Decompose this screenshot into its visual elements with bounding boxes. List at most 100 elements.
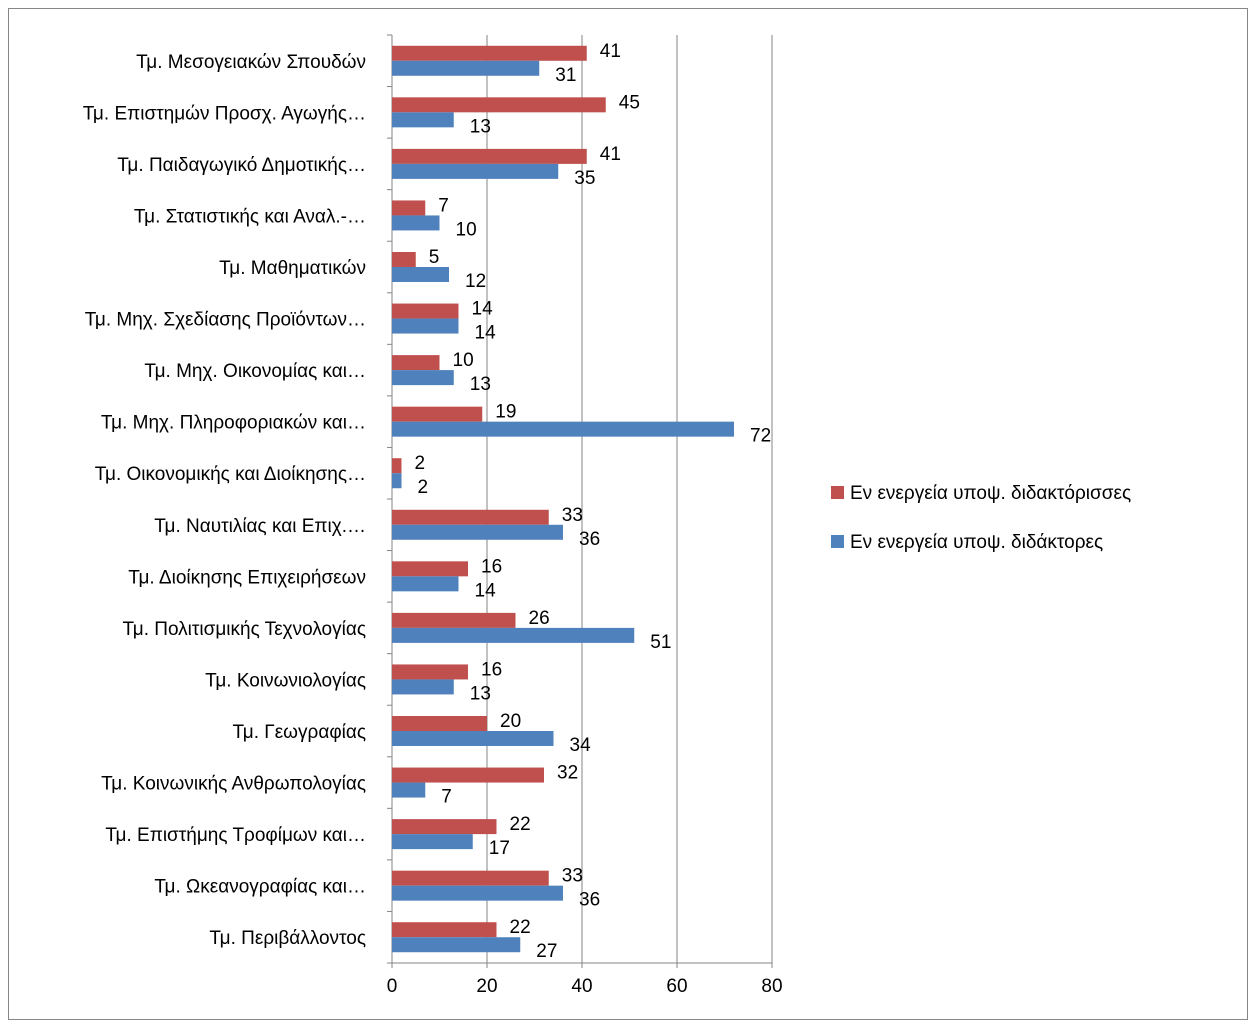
bar-series-2 [392,421,734,437]
data-label-series-1: 2 [415,453,426,474]
data-label-series-2: 13 [470,374,491,395]
bar-series-2 [392,782,426,798]
category-label: Τμ. Οικονομικής και Διοίκησης… [95,464,366,485]
data-label-series-1: 41 [600,144,621,165]
data-label-series-1: 20 [500,711,521,732]
bar-series-2 [392,112,454,128]
bar-series-2 [392,524,563,540]
bar-series-1 [392,252,416,267]
data-label-series-2: 36 [579,529,600,550]
category-label: Τμ. Παιδαγωγικό Δημοτικής… [117,155,366,176]
bar-series-2 [392,267,449,282]
category-label: Τμ. Μηχ. Σχεδίασης Προϊόντων… [85,310,366,331]
chart-frame [8,8,1248,1020]
bar-series-1 [392,716,487,731]
data-label-series-1: 22 [510,917,531,938]
category-label: Τμ. Ναυτιλίας και Επιχ.… [154,516,366,537]
data-label-series-2: 72 [750,426,771,447]
bar-series-2 [392,318,459,334]
bar-series-1 [392,767,544,783]
x-tick-label: 20 [476,976,497,997]
category-label: Τμ. Μεσογειακών Σπουδών [136,52,366,73]
data-label-series-2: 14 [475,323,497,344]
category-label: Τμ. Μηχ. Πληροφοριακών και… [101,413,366,434]
data-label-series-1: 14 [472,299,494,320]
data-label-series-2: 14 [475,580,497,601]
data-label-series-1: 33 [562,505,583,526]
data-label-series-2: 10 [456,219,477,240]
data-label-series-1: 41 [600,41,621,62]
legend-label: Εν ενεργεία υποψ. διδακτόρισσες [850,483,1131,504]
data-label-series-2: 13 [470,116,491,137]
data-label-series-1: 26 [529,608,550,629]
bar-series-2 [392,885,563,901]
data-label-series-2: 2 [418,477,429,498]
bar-series-2 [392,576,459,592]
bar-series-1 [392,819,497,835]
data-label-series-1: 5 [429,247,440,268]
data-label-series-2: 12 [465,271,486,292]
category-label: Τμ. Μηχ. Οικονομίας και… [144,361,366,382]
bar-series-2 [392,627,635,643]
data-label-series-2: 7 [441,787,452,808]
bar-series-2 [392,163,559,179]
category-label: Τμ. Επιστημών Προσχ. Αγωγής… [83,103,366,124]
data-label-series-1: 7 [438,195,449,216]
category-label: Τμ. Περιβάλλοντος [209,928,366,949]
data-label-series-2: 35 [574,168,595,189]
bar-series-1 [392,458,402,474]
data-label-series-1: 33 [562,866,583,887]
legend-swatch [831,486,844,499]
bar-series-2 [392,679,454,695]
bar-series-1 [392,406,483,422]
x-tick-label: 40 [571,976,592,997]
category-label: Τμ. Μαθηματικών [219,258,366,279]
data-label-series-2: 13 [470,683,491,704]
bar-series-1 [392,355,440,371]
category-label: Τμ. Ωκεανογραφίας και… [154,877,366,898]
bar-series-2 [392,215,440,231]
data-label-series-1: 22 [510,814,531,835]
data-label-series-1: 19 [495,402,516,423]
bar-series-2 [392,937,521,953]
bar-series-1 [392,612,516,628]
legend-label: Εν ενεργεία υποψ. διδάκτορες [850,532,1103,553]
category-label: Τμ. Γεωγραφίας [233,722,366,743]
category-label: Τμ. Πολιτισμικής Τεχνολογίας [123,619,366,640]
x-tick-label: 80 [761,976,782,997]
data-label-series-2: 36 [579,890,600,911]
bar-series-1 [392,303,459,319]
bar-series-1 [392,922,497,938]
bar-series-2 [392,370,454,386]
data-label-series-2: 17 [489,838,510,859]
legend-swatch [831,535,844,548]
bar-series-2 [392,834,473,850]
bar-series-1 [392,664,468,680]
bar-series-1 [392,509,549,525]
bar-series-1 [392,148,587,164]
bar-series-2 [392,60,540,76]
data-label-series-1: 45 [619,92,640,113]
bar-series-2 [392,731,554,746]
data-label-series-1: 10 [453,350,474,371]
bar-series-1 [392,45,587,61]
data-label-series-2: 34 [570,735,592,756]
data-label-series-1: 16 [481,556,502,577]
data-label-series-2: 51 [650,632,671,653]
bar-series-1 [392,97,606,113]
data-label-series-2: 27 [536,941,557,962]
bar-series-1 [392,870,549,886]
bar-series-2 [392,473,402,489]
category-label: Τμ. Επιστήμης Τροφίμων και… [105,825,366,846]
category-label: Τμ. Κοινωνιολογίας [205,670,366,691]
data-label-series-2: 31 [555,65,576,86]
bar-series-1 [392,561,468,577]
category-label: Τμ. Κοινωνικής Ανθρωπολογίας [101,774,366,795]
x-tick-label: 0 [387,976,398,997]
x-tick-label: 60 [666,976,687,997]
bar-series-1 [392,200,426,216]
category-label: Τμ. Στατιστικής και Αναλ.-… [134,206,366,227]
category-label: Τμ. Διοίκησης Επιχειρήσεων [128,567,366,588]
data-label-series-1: 32 [557,763,578,784]
